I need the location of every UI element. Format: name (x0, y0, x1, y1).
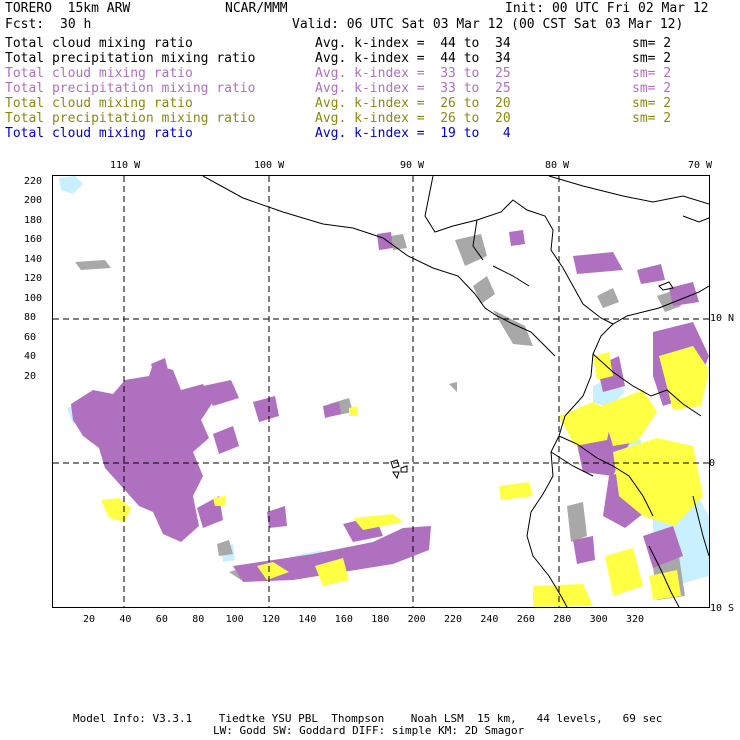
y-tick-label: 220 (24, 176, 43, 187)
yellow-cloud-fields (101, 346, 709, 607)
legend-row: Total cloud mixing ratio (5, 96, 193, 111)
x-tick-label: 240 (480, 614, 499, 625)
legend-index: Avg. k-index = 26 to 20 (315, 96, 511, 111)
physics-info: LW: Godd SW: Goddard DIFF: simple KM: 2D… (213, 724, 525, 737)
y-tick-label: 100 (24, 292, 43, 304)
y-tick-label: 40 (24, 351, 37, 363)
lon-label: 110 W (110, 160, 141, 171)
lat-label: 0 (709, 458, 716, 469)
x-tick-label: 300 (589, 614, 608, 625)
legend-sm: sm= 2 (632, 111, 672, 126)
legend-row: Avg. k-index = 26 to 20 (315, 111, 511, 126)
x-tick-label: 160 (334, 614, 353, 625)
x-tick-label: 40 (119, 614, 132, 625)
legend-row: Avg. k-index = 26 to 20 (315, 96, 511, 111)
y-tick-label: 200 (24, 195, 43, 207)
forecast-hours: 30 h (60, 17, 92, 32)
legend-row: Avg. k-index = 44 to 34 (315, 51, 511, 66)
y-tick-label: 60 (24, 331, 37, 343)
legend-row: Avg. k-index = 19 to 4 (315, 126, 511, 141)
legend-index: Avg. k-index = 33 to 25 (315, 66, 511, 81)
legend-row: sm= 2 (632, 96, 671, 111)
model-info: Model Info: V3.3.1 Tiedtke YSU PBL Thomp… (73, 712, 663, 725)
legend-index: Avg. k-index = 26 to 20 (315, 111, 511, 126)
legend-field: Total cloud mixing ratio (5, 126, 193, 141)
grey-cloud-fields (75, 234, 685, 600)
legend-sm: sm= 2 (632, 51, 672, 66)
legend-field: Total cloud mixing ratio (5, 36, 193, 51)
model-title: TORERO 15km ARW (5, 1, 131, 16)
legend-row: sm= 2 (632, 81, 671, 96)
x-tick-label: 200 (407, 614, 426, 625)
x-tick-label: 20 (83, 614, 96, 625)
center-label: NCAR/MMM (225, 1, 288, 16)
map-panel (52, 175, 710, 608)
legend-index: Avg. k-index = 33 to 25 (315, 81, 511, 96)
y-tick-label: 120 (24, 273, 43, 285)
legend-field: Total precipitation mixing ratio (5, 81, 256, 96)
legend-row: Total cloud mixing ratio (5, 66, 193, 81)
legend-row: sm= 2 (632, 36, 671, 51)
x-tick-label: 100 (225, 614, 244, 625)
x-tick-label: 220 (444, 614, 463, 625)
legend-row: Total precipitation mixing ratio (5, 111, 255, 126)
init-time: Init: 00 UTC Fri 02 Mar 12 (505, 1, 709, 16)
x-tick-label: 80 (192, 614, 205, 625)
legend-row: Total cloud mixing ratio (5, 126, 193, 141)
legend-row: Total precipitation mixing ratio (5, 81, 255, 96)
legend-index: Avg. k-index = 19 to 4 (315, 126, 511, 141)
x-tick-label: 140 (298, 614, 317, 625)
y-tick-label: 140 (24, 253, 43, 265)
lat-label: 10 S (710, 603, 735, 614)
legend-row: sm= 2 (632, 111, 671, 126)
x-tick-label: 260 (516, 614, 535, 625)
legend-sm: sm= 2 (632, 81, 672, 96)
legend-field: Total precipitation mixing ratio (5, 111, 256, 126)
x-tick-label: 280 (553, 614, 572, 625)
valid-time: Valid: 06 UTC Sat 03 Mar 12 (00 CST Sat … (292, 17, 684, 32)
legend-index: Avg. k-index = 44 to 34 (315, 51, 511, 66)
lon-label: 70 W (688, 160, 713, 171)
x-tick-label: 60 (155, 614, 168, 625)
y-tick-label: 20 (24, 370, 37, 382)
x-tick-label: 180 (371, 614, 390, 625)
legend-row: Avg. k-index = 44 to 34 (315, 36, 511, 51)
legend-row: sm= 2 (632, 51, 671, 66)
legend-row: sm= 2 (632, 66, 671, 81)
lon-label: 100 W (254, 160, 285, 171)
y-tick-label: 160 (24, 234, 43, 246)
y-tick-label: 180 (24, 214, 43, 226)
legend-sm: sm= 2 (632, 96, 672, 111)
legend-row: Avg. k-index = 33 to 25 (315, 81, 511, 96)
legend-field: Total precipitation mixing ratio (5, 51, 256, 66)
legend-sm: sm= 2 (632, 36, 672, 51)
map-canvas (53, 176, 709, 607)
forecast-label: Fcst: (5, 17, 45, 32)
x-tick-label: 320 (626, 614, 645, 625)
lon-label: 90 W (400, 160, 425, 171)
legend-row: Total precipitation mixing ratio (5, 51, 255, 66)
legend-row: Total cloud mixing ratio (5, 36, 193, 51)
legend-field: Total cloud mixing ratio (5, 96, 193, 111)
lat-label: 10 N (710, 313, 735, 324)
legend-field: Total cloud mixing ratio (5, 66, 193, 81)
legend-index: Avg. k-index = 44 to 34 (315, 36, 511, 51)
lon-label: 80 W (545, 160, 570, 171)
legend-sm: sm= 2 (632, 66, 672, 81)
graticule (53, 176, 709, 607)
y-tick-label: 80 (24, 312, 37, 324)
coastlines (202, 176, 709, 607)
legend-row: Avg. k-index = 33 to 25 (315, 66, 511, 81)
x-tick-label: 120 (262, 614, 281, 625)
